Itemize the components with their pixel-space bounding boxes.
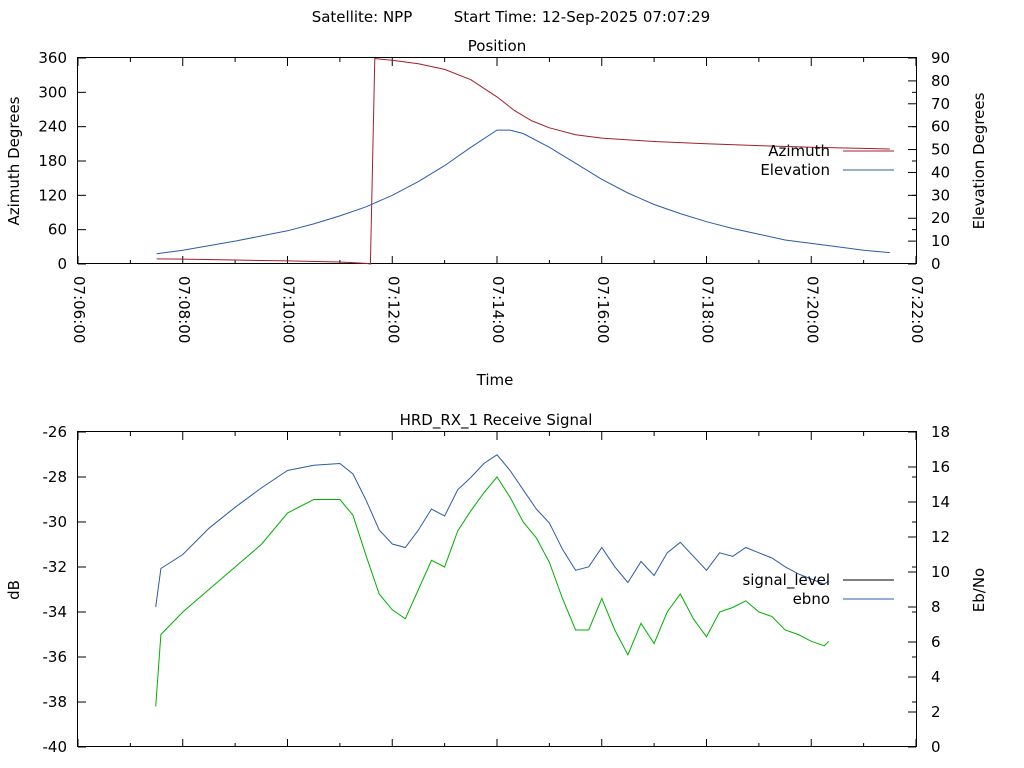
series-line-ebno [155, 454, 830, 608]
y2-tick-label: 70 [931, 95, 950, 113]
signal-y-axis-label: dB [5, 580, 23, 600]
x-tick-label: 07:08:00 [175, 276, 193, 343]
position-y2-axis-label: Elevation Degrees [970, 92, 988, 229]
y2-tick-label: 90 [931, 49, 950, 67]
signal-axes: -26 -28 -30 -32 -34 -36 -38 -40 0 2 4 6 8 10 12 14 16 18 [43, 423, 951, 756]
receive-signal-chart: HRD_RX_1 Receive Signal -26-28-30-32-34-… [5, 411, 988, 756]
y-tick-label: 0 [57, 255, 67, 273]
receive-signal-chart-title: HRD_RX_1 Receive Signal [400, 411, 593, 430]
y-tick-label: 300 [38, 83, 67, 101]
y-tick-label: 240 [38, 118, 67, 136]
x-tick-label: 07:20:00 [803, 276, 821, 343]
y2-tick-label: 8 [931, 598, 941, 616]
legend-label-elevation: Elevation [760, 161, 830, 179]
y2-tick-label: 2 [931, 703, 941, 721]
start-time-label: Start Time: 12-Sep-2025 07:07:29 [454, 8, 710, 26]
y2-tick-label: 30 [931, 186, 950, 204]
y2-tick-label: 50 [931, 141, 950, 159]
x-tick-label: 07:14:00 [489, 276, 507, 343]
position-x-axis-label: Time [476, 371, 514, 389]
y2-tick-label: 80 [931, 72, 950, 90]
y2-tick-label: 10 [931, 232, 950, 250]
y-tick-label: -30 [43, 513, 68, 531]
x-tick-label: 07:18:00 [699, 276, 717, 343]
y2-tick-label: 0 [931, 738, 941, 756]
legend-label-ebno: ebno [793, 590, 830, 608]
y-tick-label: 60 [48, 221, 67, 239]
y2-tick-label: 4 [931, 668, 941, 686]
position-chart-title: Position [468, 37, 526, 55]
series-line-azimuth [156, 58, 890, 265]
signal-y2-axis-label: Eb/No [970, 568, 988, 612]
y-tick-label: -38 [43, 693, 68, 711]
y2-tick-label: 60 [931, 118, 950, 136]
y2-tick-label: 40 [931, 163, 950, 181]
y-tick-label: 120 [38, 186, 67, 204]
y2-tick-label: 18 [931, 423, 950, 441]
x-tick-label: 07:06:00 [70, 276, 88, 343]
legend-label-azimuth: Azimuth [768, 142, 830, 160]
y-tick-label: -28 [43, 468, 68, 486]
y2-tick-label: 0 [931, 255, 941, 273]
signal-series [155, 454, 830, 707]
position-axes: 0 60 120 180 240 300 360 0 10 20 30 40 50 60 70 80 90 07:… [38, 49, 950, 343]
series-line-signal-level [155, 476, 830, 707]
y-tick-label: 360 [38, 49, 67, 67]
series-line-elevation [156, 129, 890, 255]
y2-tick-label: 14 [931, 493, 950, 511]
y-tick-label: -32 [43, 558, 68, 576]
x-tick-label: 07:10:00 [280, 276, 298, 343]
x-tick-label: 07:16:00 [594, 276, 612, 343]
y2-tick-label: 16 [931, 458, 950, 476]
x-tick-label: 07:22:00 [908, 276, 926, 343]
y-tick-label: -40 [43, 738, 68, 756]
x-tick-label: 07:12:00 [384, 276, 402, 343]
y-tick-label: -26 [43, 423, 68, 441]
position-series [156, 58, 890, 265]
y2-tick-label: 6 [931, 633, 941, 651]
y-tick-label: 180 [38, 152, 67, 170]
legend-label-signal-level: signal_level [742, 571, 830, 590]
y2-tick-label: 20 [931, 209, 950, 227]
position-legend: Azimuth Elevation [760, 142, 894, 179]
y-tick-label: -36 [43, 648, 68, 666]
signal-legend: signal_level ebno [742, 571, 894, 608]
position-chart: Position 0 60 120 180 240 300 360 0 10 20 30 40 50 60… [5, 37, 988, 389]
y-tick-label: -34 [43, 603, 68, 621]
satellite-label: Satellite: NPP [312, 8, 413, 26]
y2-tick-label: 10 [931, 563, 950, 581]
signal-plot-frame [77, 431, 917, 747]
y2-tick-label: 12 [931, 528, 950, 546]
position-y-axis-label: Azimuth Degrees [5, 96, 23, 225]
